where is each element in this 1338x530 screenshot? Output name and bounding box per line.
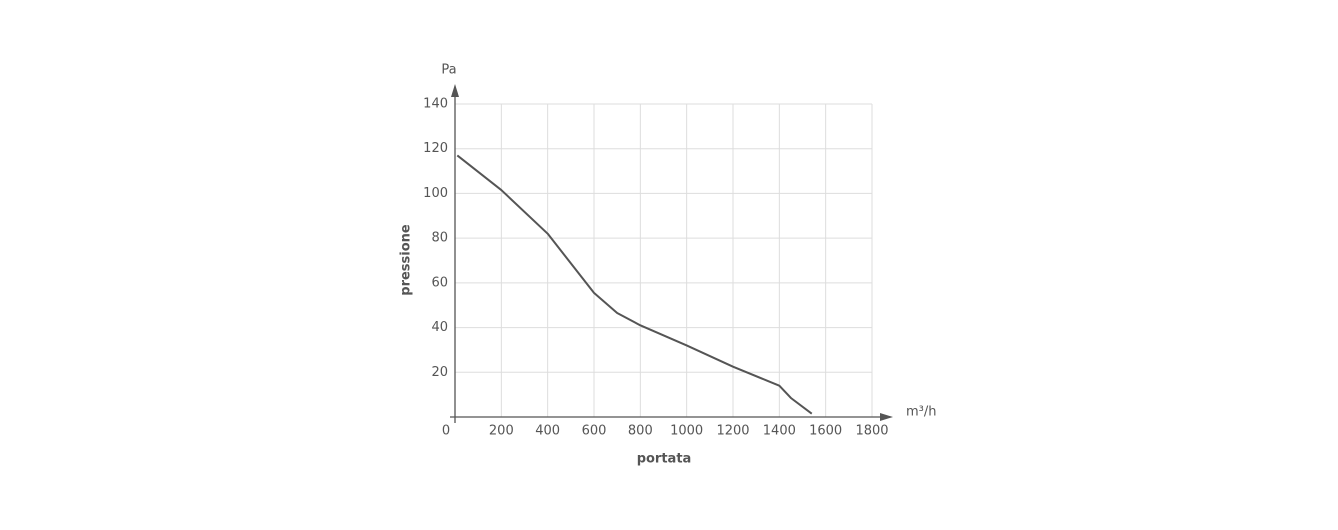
x-unit: m³/h xyxy=(906,405,937,420)
y-tick-label: 20 xyxy=(431,365,448,380)
x-arrow xyxy=(880,413,893,421)
y-tick-label: 120 xyxy=(423,141,448,156)
y-tick-label: 100 xyxy=(423,186,448,201)
x-tick-label: 1600 xyxy=(809,424,842,439)
y-tick-label: 80 xyxy=(431,231,448,246)
x-tick-label: 800 xyxy=(628,424,653,439)
y-axis-label: pressione xyxy=(399,224,414,296)
y-arrow xyxy=(451,84,459,97)
x-tick-label: 200 xyxy=(489,424,514,439)
y-tick-label: 40 xyxy=(431,320,448,335)
y-tick-label: 140 xyxy=(423,97,448,112)
x-tick-label: 600 xyxy=(582,424,607,439)
x-tick-label: 1200 xyxy=(716,424,749,439)
x-tick-label: 1400 xyxy=(763,424,796,439)
y-tick-label: 60 xyxy=(431,275,448,290)
x-tick-label: 400 xyxy=(535,424,560,439)
y-unit: Pa xyxy=(441,63,456,78)
line xyxy=(456,154,813,415)
x-tick-label: 1000 xyxy=(670,424,703,439)
x-tick-label: 1800 xyxy=(855,424,888,439)
x-axis-label: portata xyxy=(637,452,692,467)
x-tick-label: 0 xyxy=(442,424,450,439)
